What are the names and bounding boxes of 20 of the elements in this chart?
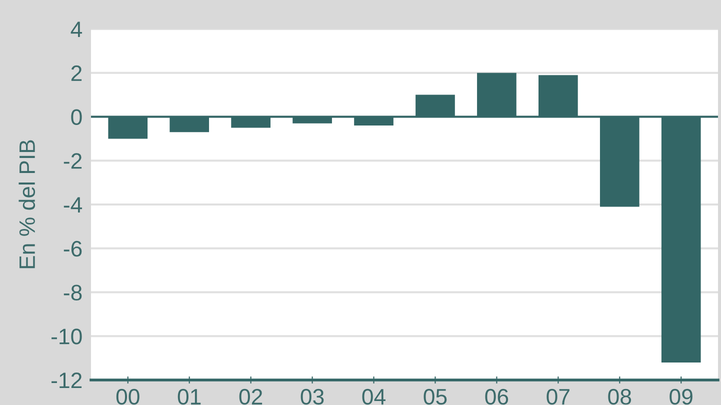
y-tick-label: -10 <box>52 328 82 344</box>
y-tick-label: 0 <box>71 109 82 126</box>
y-tick-label: -6 <box>64 240 82 257</box>
x-tick-label: 08 <box>608 388 632 405</box>
y-axis-title: En % del PIB <box>18 140 36 268</box>
x-tick-label: 00 <box>116 388 140 405</box>
x-tick-label: 06 <box>485 388 508 405</box>
x-tick-label: 09 <box>670 388 692 405</box>
x-tick-label: 02 <box>239 388 262 405</box>
y-tick-label: -2 <box>64 153 82 169</box>
y-tick-label: 4 <box>70 22 82 38</box>
x-tick-label: 03 <box>300 388 324 405</box>
y-tick-label: -12 <box>52 372 82 388</box>
x-tick-label: 01 <box>178 388 201 405</box>
y-tick-label: 2 <box>71 65 82 81</box>
x-tick-label: 05 <box>424 388 447 405</box>
x-tick-label: 04 <box>362 388 386 405</box>
x-tick-label: 07 <box>546 388 570 405</box>
y-tick-label: -8 <box>64 284 82 301</box>
y-tick-label: -4 <box>64 197 82 213</box>
